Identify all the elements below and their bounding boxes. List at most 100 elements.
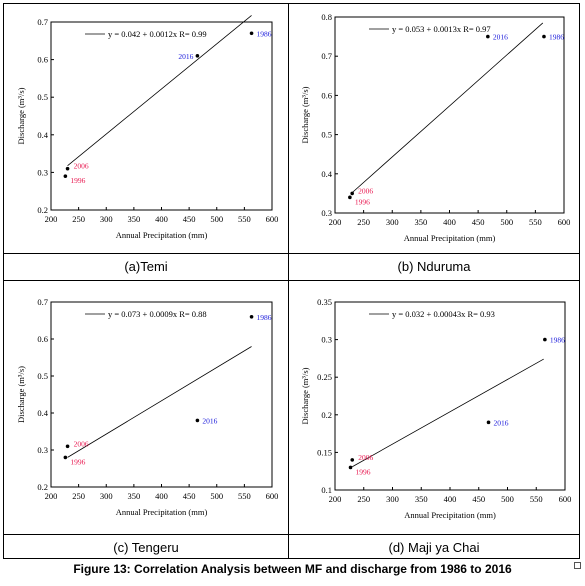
data-point-label: 2016 (178, 52, 193, 61)
x-tick-label: 450 (472, 494, 485, 504)
data-point (249, 31, 254, 36)
x-tick-label: 250 (72, 214, 85, 224)
x-tick-label: 250 (357, 217, 370, 227)
data-point-label: 2016 (494, 418, 509, 427)
x-tick-label: 450 (472, 217, 485, 227)
x-tick-label: 500 (210, 491, 223, 501)
y-axis-label: Discharge (m³/s) (300, 367, 310, 424)
legend-equation: y = 0.042 + 0.0012x R= 0.99 (108, 29, 207, 39)
x-tick-label: 200 (329, 217, 342, 227)
y-tick-label: 0.6 (321, 90, 332, 100)
data-point (65, 444, 70, 449)
y-tick-label: 0.7 (37, 297, 48, 307)
data-point (348, 195, 352, 200)
legend-equation: y = 0.073 + 0.0009x R= 0.88 (108, 309, 207, 319)
data-point-label: 2016 (202, 416, 217, 425)
x-tick-label: 350 (128, 214, 141, 224)
y-tick-label: 0.5 (37, 371, 48, 381)
x-tick-label: 500 (501, 494, 514, 504)
grid-vertical-divider (288, 4, 289, 558)
trendline (352, 358, 544, 468)
x-tick-label: 550 (529, 217, 542, 227)
x-tick-label: 400 (443, 217, 456, 227)
x-tick-label: 550 (530, 494, 543, 504)
legend-equation: y = 0.032 + 0.00043x R= 0.93 (392, 309, 495, 319)
x-tick-label: 350 (415, 217, 428, 227)
data-point-label: 2006 (74, 162, 89, 171)
grid-divider-top-caption (4, 253, 579, 254)
y-tick-label: 0.4 (321, 169, 332, 179)
grid-divider-bottom-caption (4, 534, 579, 535)
y-tick-label: 0.35 (317, 297, 332, 307)
x-tick-label: 300 (386, 217, 399, 227)
x-tick-label: 600 (558, 217, 571, 227)
panel-caption-tengeru: (c) Tengeru (113, 540, 179, 555)
chart-nduruma: 200 250 300 350 400 450 500 550 600 0.3 0.4 0.5 0.6 0… (300, 12, 571, 243)
data-point-label: 1996 (356, 467, 371, 476)
y-tick-label: 0.5 (321, 130, 332, 140)
trendline (67, 15, 252, 166)
x-tick-label: 400 (155, 214, 168, 224)
x-axis-label: Annual Precipitation (mm) (404, 233, 496, 243)
data-point (350, 458, 355, 462)
y-tick-label: 0.4 (37, 408, 48, 418)
x-tick-label: 400 (444, 494, 457, 504)
panel-maji-ya-chai: 200 250 300 350 400 450 500 550 600 0.1 0.15 0.2 0.2… (289, 281, 579, 534)
figure-grid: 200 250 300 350 400 450 500 550 600 0.2 0.3 0.4 0.5 0… (3, 3, 580, 559)
chart-tengeru: 200 250 300 350 400 450 500 550 600 0.2 0.3 0.4 0.5 0… (16, 297, 278, 517)
y-tick-label: 0.8 (321, 12, 332, 22)
panel-caption-maji-ya-chai: (d) Maji ya Chai (388, 540, 480, 555)
panel-caption-nduruma: (b) Nduruma (397, 259, 471, 274)
panel-caption-temi: (a)Temi (124, 259, 168, 274)
x-axis-label: Annual Precipitation (mm) (404, 510, 496, 520)
x-tick-label: 300 (386, 494, 399, 504)
data-point (63, 174, 68, 178)
data-point (249, 315, 254, 319)
y-axis-label: Discharge (m³/s) (16, 366, 26, 423)
figure-caption: Figure 13: Correlation Analysis between … (73, 562, 512, 576)
data-point-label: 1996 (70, 457, 85, 466)
data-point-label: 1986 (257, 29, 272, 38)
x-tick-label: 250 (357, 494, 370, 504)
chart-temi: 200 250 300 350 400 450 500 550 600 0.2 0.3 0.4 0.5 0… (16, 15, 278, 240)
data-point-label: 2006 (358, 186, 373, 195)
x-tick-label: 400 (155, 491, 168, 501)
panel-temi: 200 250 300 350 400 450 500 550 600 0.2 0.3 0.4 0.5 0… (4, 4, 288, 253)
y-tick-label: 0.2 (37, 482, 48, 492)
data-point-label: 1996 (355, 197, 370, 206)
trendline (67, 346, 252, 458)
x-tick-label: 300 (100, 214, 113, 224)
y-tick-label: 0.3 (321, 335, 332, 345)
y-tick-label: 0.3 (37, 167, 48, 177)
y-tick-label: 0.1 (321, 485, 332, 495)
data-point (195, 54, 200, 58)
data-point-label: 1986 (549, 33, 564, 42)
y-tick-label: 0.2 (37, 205, 48, 215)
data-point (195, 418, 200, 423)
y-axis-label: Discharge (m³/s) (16, 87, 26, 144)
x-tick-label: 450 (183, 214, 196, 224)
y-tick-label: 0.3 (37, 445, 48, 455)
y-tick-label: 0.7 (321, 51, 332, 61)
y-tick-label: 0.4 (37, 130, 48, 140)
data-point-label: 2016 (493, 33, 508, 42)
data-point (542, 34, 546, 39)
y-tick-label: 0.2 (321, 410, 332, 420)
y-axis-label: Discharge (m³/s) (300, 86, 310, 143)
data-point-label: 2006 (358, 453, 373, 462)
x-axis-label: Annual Precipitation (mm) (116, 507, 208, 517)
data-point (486, 420, 491, 425)
x-tick-label: 200 (329, 494, 342, 504)
x-tick-label: 500 (210, 214, 223, 224)
plot-frame (334, 16, 565, 214)
y-tick-label: 0.5 (37, 92, 48, 102)
y-tick-label: 0.25 (317, 372, 332, 382)
caption-end-mark (574, 562, 581, 569)
data-point-label: 2006 (74, 439, 89, 448)
data-point (348, 465, 353, 470)
panel-nduruma: 200 250 300 350 400 450 500 550 600 0.3 0.4 0.5 0.6 0… (289, 4, 579, 253)
data-point (350, 191, 354, 196)
x-tick-label: 450 (183, 491, 196, 501)
trendline (351, 22, 544, 193)
chart-maji-ya-chai: 200 250 300 350 400 450 500 550 600 0.1 0.15 0.2 0.2… (300, 297, 571, 520)
